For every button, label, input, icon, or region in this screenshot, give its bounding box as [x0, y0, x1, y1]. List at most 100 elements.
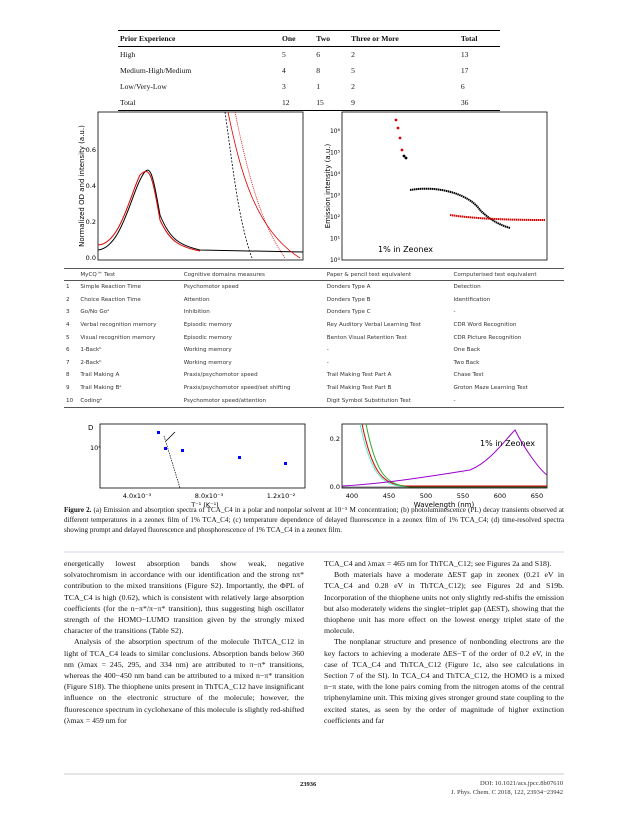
table-cell: 10: [64, 394, 79, 408]
table-cell: Trail Making Bᵃ: [80, 385, 122, 392]
tick-label: 8.0x10⁻³: [195, 492, 224, 500]
annotation: 1% in Zeonex: [378, 245, 433, 254]
table-row: 8 Trail Making A Praxis/psychomotor speed T…: [64, 369, 564, 382]
table-cell: -: [451, 394, 564, 408]
header-cell: Paper & pencil test equivalent: [324, 268, 452, 281]
table-cell: Psychomotor speed: [183, 284, 239, 291]
tick-label: 0.2: [330, 435, 340, 443]
tick-label: 4.0x10⁻³: [123, 492, 152, 500]
tick-label: 10⁶: [330, 128, 341, 135]
table-cell: Total: [118, 94, 280, 112]
journal: J. Phys. Chem. C 2018, 122, 23934−23942: [451, 789, 563, 796]
table-cell: 1-Backᵇ: [80, 347, 102, 354]
tick-label: 650: [531, 492, 543, 500]
tick-label: 10⁴: [330, 171, 341, 178]
table-cell: 5: [351, 66, 355, 76]
table-row: Medium-High/Medium 4 8 5 17: [118, 63, 500, 79]
table-cell: 6: [66, 347, 70, 354]
tick-label: 10¹: [330, 236, 341, 243]
tick-label: 450: [383, 492, 395, 500]
doi: DOI: 10.1021/acs.jpcc.8b07610: [479, 780, 563, 787]
header-cell: Total: [458, 30, 500, 47]
table-row: High 5 6 2 13: [118, 47, 500, 63]
ticks: 0.0 0.2 400 450 500 550 600 650: [330, 435, 544, 500]
paragraph: energetically lowest absorption bands sh…: [64, 559, 304, 636]
table-row: 4 Verbal recognition memory Episodic memor…: [64, 319, 564, 332]
table-cell: Inhibition: [183, 309, 210, 316]
table-cell: 5: [66, 334, 70, 341]
table-cell: 12: [279, 94, 315, 112]
header-row: Prior Experience One Two Three or More Total: [118, 30, 500, 47]
header-cell: MyCQ™ Test: [78, 268, 182, 281]
header-cell: Prior Experience: [118, 30, 280, 47]
header-cell: Two: [314, 30, 350, 47]
body-left: energetically lowest absorption bands sh…: [64, 558, 304, 726]
y-tick-label: 10⁴: [90, 444, 101, 452]
x-axis-label: T⁻¹ (K⁻¹): [190, 501, 218, 509]
table-cell: 2: [66, 296, 70, 303]
table-cell: -: [326, 359, 329, 366]
y-ticks: 10⁰ 10¹ 10² 10³ 10⁴ 10⁵ 10⁶: [330, 128, 341, 264]
table-cell: Digit Symbol Substitution Test: [324, 394, 452, 408]
table-row: 6 1-Backᵇ Working memory - One Back: [64, 344, 564, 357]
table-row: Total 12 15 9 36: [118, 94, 500, 112]
tick-label: 10⁵: [330, 150, 341, 157]
table-cell: CDR Picture Recognition: [453, 334, 522, 341]
table-cell: Simple Reaction Time: [80, 284, 141, 291]
table-cell: Low/Very-Low: [120, 81, 167, 91]
table-mycq: MyCQ™ Test Cognitive domains measures Pape…: [64, 268, 564, 408]
table-cell: Rey Auditory Verbal Learning Test: [326, 322, 421, 329]
figure-caption: Figure 2. (a) Emission and absorption sp…: [64, 505, 564, 535]
table-cell: Verbal recognition memory: [80, 322, 157, 329]
table-cell: 17: [460, 66, 469, 76]
tick-label: 0.6: [86, 146, 96, 154]
table-row: 5 Visual recognition memory Episodic memor…: [64, 331, 564, 344]
table-cell: Detection: [453, 284, 481, 291]
x-axis-label: Wavelength (nm): [414, 501, 475, 509]
table-row: 7 2-Backᵇ Working memory - Two Back: [64, 357, 564, 370]
tick-label: 0.0: [86, 254, 96, 262]
table-cell: Benton Visual Retention Test: [326, 334, 407, 341]
tick-label: 0.2: [86, 218, 96, 226]
table-cell: Identification: [453, 296, 491, 303]
table-row: 2 Choice Reaction Time Attention Donders Ty…: [64, 294, 564, 307]
table-row: 9 Trail Making Bᵃ Praxis/psychomotor speed…: [64, 382, 564, 395]
table-cell: 7: [66, 359, 70, 366]
tick-label: 1.2x10⁻²: [267, 492, 296, 500]
table-cell: Donders Type A: [326, 284, 371, 291]
table-cell: Donders Type B: [326, 296, 371, 303]
table-cell: Go/No Goᵃ: [80, 309, 110, 316]
table-cell: 2-Backᵇ: [80, 359, 102, 366]
table-cell: -: [326, 347, 329, 354]
table-cell: 3: [281, 81, 286, 91]
x-ticks: 4.0x10⁻³ 8.0x10⁻³ 1.2x10⁻²: [123, 492, 296, 500]
panel-a: [97, 111, 304, 261]
table-cell: Episodic memory: [183, 334, 232, 341]
table-cell: High: [120, 50, 136, 60]
table-cell: 13: [460, 50, 469, 60]
table-cell: 6: [316, 50, 321, 60]
y-ticks: 0.0 0.2 0.4 0.6: [86, 146, 96, 262]
caption-label: Figure 2.: [64, 506, 92, 514]
table-cell: 2: [351, 50, 355, 60]
table-cell: Praxis/psychomotor speed/set shifting: [183, 385, 291, 392]
table-cell: 8: [66, 372, 70, 379]
table-cell: Groton Maze Learning Test: [453, 385, 528, 392]
table-row: 3 Go/No Goᵃ Inhibition Donders Type C -: [64, 306, 564, 319]
table-cell: Choice Reaction Time: [80, 296, 141, 303]
table-cell: 36: [458, 94, 500, 112]
page-number: 23936: [300, 781, 317, 788]
table-row: Low/Very-Low 3 1 2 6: [118, 79, 500, 95]
table-cell: Visual recognition memory: [80, 334, 156, 341]
paragraph: The nonplanar structure and presence of …: [324, 637, 564, 725]
table-cell: Attention: [183, 296, 210, 303]
header-row: MyCQ™ Test Cognitive domains measures Pape…: [64, 268, 564, 281]
table-row: 10 Codingᵃ Psychomotor speed/attention Digi…: [64, 394, 564, 408]
table-cell: 4: [66, 322, 70, 329]
header-cell: [64, 268, 79, 281]
body-right: TCA_C4 and λmax = 465 nm for ThTCA_C12; …: [324, 558, 564, 726]
table-cell: 4: [281, 66, 286, 76]
tick-label: 10²: [330, 214, 341, 221]
